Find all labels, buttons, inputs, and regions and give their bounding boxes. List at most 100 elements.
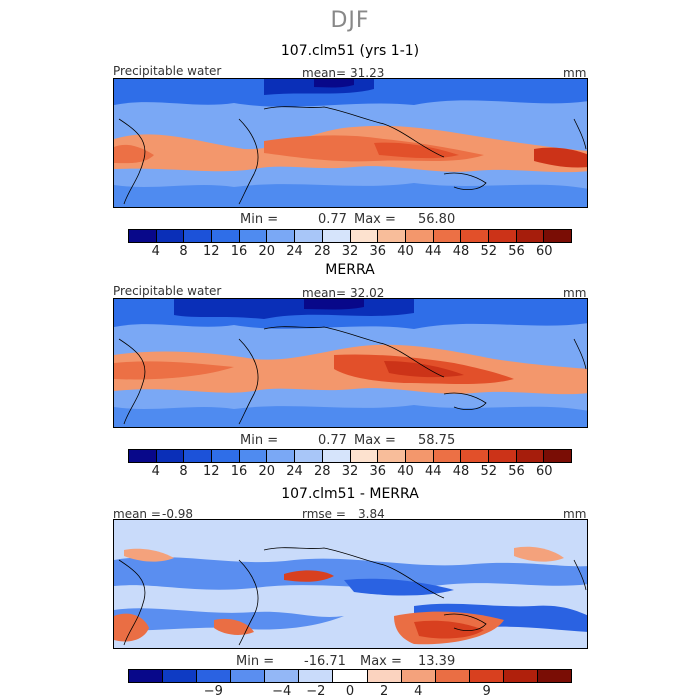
panel-2-max-label: Max = [354, 433, 396, 448]
colorbar-swatch [350, 450, 379, 462]
panel-2-map [113, 298, 588, 428]
colorbar-tick-label: 60 [535, 244, 553, 259]
colorbar-swatch [405, 450, 434, 462]
colorbar-swatch [367, 670, 402, 682]
panel-2-min-value: 0.77 [318, 433, 347, 448]
colorbar-swatch [544, 450, 571, 462]
colorbar-swatch [129, 450, 157, 462]
colorbar-swatch [212, 230, 240, 242]
colorbar-tick-label: 48 [452, 464, 470, 479]
panel-3-map [113, 519, 588, 649]
colorbar-swatch [267, 450, 296, 462]
colorbar-swatch [350, 230, 379, 242]
colorbar-tick-label: 20 [258, 464, 276, 479]
panel-1-max-value: 56.80 [418, 212, 456, 227]
panel-1-min-label: Min = [240, 212, 279, 227]
colorbar-swatch [299, 670, 334, 682]
colorbar-tick-label: 52 [480, 464, 498, 479]
panel-3-mean-label: mean = [113, 507, 161, 521]
panel-3-mean-value: -0.98 [162, 507, 194, 521]
colorbar-swatch [433, 450, 462, 462]
panel-3-colorbar-ticks: −9 −4 −2 0 2 4 9 [128, 684, 572, 700]
colorbar-tick-label: 4 [151, 244, 160, 259]
colorbar-swatch [156, 450, 185, 462]
colorbar-swatch [295, 450, 323, 462]
colorbar-swatch [184, 230, 213, 242]
colorbar-swatch [163, 670, 198, 682]
colorbar-tick-label: 56 [508, 464, 525, 479]
colorbar-swatch [378, 450, 406, 462]
colorbar-swatch [469, 670, 504, 682]
colorbar-tick-label: −9 [203, 684, 223, 699]
panel-2-variable-label: Precipitable water [113, 284, 222, 298]
colorbar-tick-label: 32 [341, 244, 359, 259]
panel-2-colorbar [128, 449, 572, 463]
colorbar-swatch [401, 670, 436, 682]
colorbar-tick-label: 28 [313, 244, 331, 259]
panel-2-mean-label: mean= [302, 286, 347, 300]
colorbar-tick-label: 16 [230, 244, 248, 259]
colorbar-tick-label: 44 [424, 464, 442, 479]
panel-2-colorbar-ticks: 4 8 12 16 20 24 28 32 36 40 44 48 52 56 60 [128, 464, 572, 480]
panel-3-title: 107.clm51 - MERRA [281, 486, 419, 502]
colorbar-swatch [267, 230, 296, 242]
colorbar-tick-label: 56 [508, 244, 525, 259]
colorbar-tick-label: 36 [369, 464, 387, 479]
panel-3-max-value: 13.39 [418, 654, 456, 669]
colorbar-swatch [129, 230, 157, 242]
colorbar-tick-label: 44 [424, 244, 442, 259]
colorbar-swatch [184, 450, 213, 462]
colorbar-swatch [231, 670, 266, 682]
colorbar-tick-label: 40 [397, 464, 414, 479]
colorbar-swatch [239, 230, 268, 242]
colorbar-swatch [544, 230, 571, 242]
panel-1-min-value: 0.77 [318, 212, 347, 227]
colorbar-tick-label: 8 [179, 464, 188, 479]
panel-1-mean-value: 31.23 [350, 66, 385, 80]
colorbar-tick-label: 48 [452, 244, 470, 259]
panel-1-mean-label: mean= [302, 66, 347, 80]
colorbar-tick-label: −2 [306, 684, 326, 699]
panel-2-min-label: Min = [240, 433, 279, 448]
colorbar-swatch [537, 670, 572, 682]
panel-3-min-label: Min = [236, 654, 275, 669]
colorbar-tick-label: 9 [482, 684, 491, 699]
colorbar-tick-label: 12 [202, 464, 220, 479]
panel-3-max-label: Max = [360, 654, 402, 669]
colorbar-tick-label: −4 [272, 684, 292, 699]
figure-title: DJF [330, 8, 370, 33]
colorbar-swatch [516, 230, 545, 242]
colorbar-swatch [488, 450, 517, 462]
colorbar-swatch [503, 670, 538, 682]
colorbar-swatch [378, 230, 406, 242]
panel-3-units: mm [563, 507, 587, 521]
colorbar-tick-label: 12 [202, 244, 220, 259]
colorbar-tick-label: 36 [369, 244, 387, 259]
panel-3-rmse-value: 3.84 [358, 507, 385, 521]
colorbar-swatch [239, 450, 268, 462]
colorbar-swatch [516, 450, 545, 462]
colorbar-swatch [212, 450, 240, 462]
panel-2-units: mm [563, 286, 587, 300]
colorbar-swatch [405, 230, 434, 242]
panel-1-colorbar-ticks: 4 8 12 16 20 24 28 32 36 40 44 48 52 56 60 [128, 244, 572, 260]
colorbar-swatch [156, 230, 185, 242]
panel-2-mean-value: 32.02 [350, 286, 385, 300]
panel-1-units: mm [563, 66, 587, 80]
colorbar-swatch [433, 230, 462, 242]
panel-1-max-label: Max = [354, 212, 396, 227]
colorbar-swatch [197, 670, 232, 682]
colorbar-tick-label: 16 [230, 464, 248, 479]
colorbar-tick-label: 0 [345, 684, 355, 699]
panel-1-variable-label: Precipitable water [113, 64, 222, 78]
colorbar-tick-label: 2 [380, 684, 389, 699]
colorbar-tick-label: 28 [313, 464, 331, 479]
colorbar-swatch [461, 450, 489, 462]
panel-2-title: MERRA [325, 262, 375, 278]
colorbar-swatch [461, 230, 489, 242]
colorbar-swatch [488, 230, 517, 242]
panel-3-rmse-label: rmse = [302, 507, 346, 521]
panel-3-colorbar [128, 669, 572, 683]
panel-2-max-value: 58.75 [418, 433, 456, 448]
panel-1-map [113, 78, 588, 208]
